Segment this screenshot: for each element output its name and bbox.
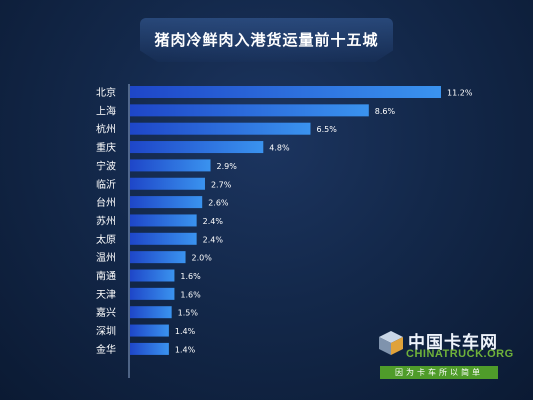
cube-logo-icon [379, 331, 403, 355]
category-label: 南通 [96, 270, 116, 283]
bar [130, 214, 197, 227]
category-label: 台州 [96, 196, 116, 209]
category-label: 宁波 [96, 159, 116, 172]
chart-title: 猪肉冷鲜肉入港货运量前十五城 [154, 31, 379, 49]
value-label: 2.7% [211, 180, 232, 189]
watermark-cn-text: 中国卡车网 [408, 333, 498, 353]
value-label: 6.5% [316, 125, 337, 134]
bar [130, 324, 169, 337]
bar [130, 122, 311, 135]
bar [130, 177, 205, 190]
bar [130, 104, 369, 117]
value-label: 2.4% [203, 217, 224, 226]
watermark-slogan: 因为卡车所以简单 [380, 366, 498, 379]
bar [130, 287, 175, 300]
title-banner [140, 18, 393, 62]
value-label: 1.4% [175, 327, 196, 336]
category-label: 临沂 [96, 178, 116, 191]
value-label: 1.6% [180, 272, 201, 281]
bar [130, 232, 197, 245]
value-label: 2.9% [217, 162, 238, 171]
value-label: 1.4% [175, 345, 196, 354]
value-label: 2.0% [192, 254, 213, 263]
bar [130, 342, 169, 355]
category-label: 深圳 [96, 326, 116, 338]
category-label: 太原 [96, 233, 116, 246]
category-label: 天津 [96, 289, 116, 301]
value-label: 1.5% [178, 309, 199, 318]
category-label: 北京 [96, 86, 116, 99]
category-label: 上海 [96, 104, 116, 117]
value-label: 2.4% [203, 235, 224, 244]
category-label: 金华 [96, 343, 116, 356]
bars-group: 北京 11.2% 上海 8.6% 杭州 6.5% 重庆 4.8% 宁波 2.9% 临沂 2.7% 台州 2… [96, 86, 473, 356]
value-label: 8.6% [375, 107, 396, 116]
value-label: 1.6% [180, 290, 201, 299]
category-label: 嘉兴 [96, 306, 116, 319]
value-label: 11.2% [447, 89, 473, 98]
category-label: 重庆 [96, 141, 116, 154]
bar [130, 159, 211, 172]
value-label: 2.6% [208, 199, 229, 208]
watermark-en-text: CHINATRUCK.ORG [406, 348, 514, 360]
bar [130, 306, 172, 319]
bar [130, 141, 264, 154]
bar [130, 269, 175, 282]
watermark: 中国卡车网 CHINATRUCK.ORG 因为卡车所以简单 [376, 326, 516, 382]
bar [130, 196, 203, 209]
category-label: 杭州 [96, 123, 116, 136]
category-label: 苏州 [96, 214, 116, 227]
value-label: 4.8% [269, 144, 290, 153]
bar [130, 251, 186, 264]
category-label: 温州 [96, 252, 116, 264]
bar [130, 86, 441, 98]
